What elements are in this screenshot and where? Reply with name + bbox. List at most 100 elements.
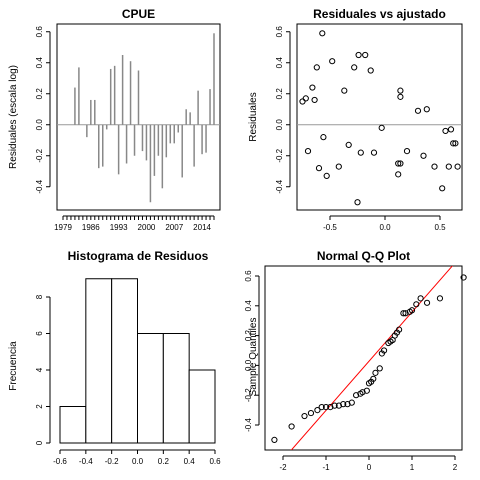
cpue-x-tick-label: 1993 xyxy=(110,223,128,232)
hist-y-tick-label: 0 xyxy=(35,440,44,445)
qq-plot-box xyxy=(264,265,463,451)
resid-point xyxy=(323,172,330,179)
resid-point xyxy=(335,163,342,170)
hist-bar xyxy=(137,333,164,444)
qq-point xyxy=(423,299,431,306)
resid-y-tick-label: -0.2 xyxy=(275,148,284,162)
resid-point xyxy=(450,140,457,147)
qq-y-tick-label: 0.0 xyxy=(244,359,253,371)
qq-point xyxy=(460,274,467,281)
qq-point xyxy=(307,409,315,417)
qq-x-tick-label: -2 xyxy=(279,463,287,472)
resid-point xyxy=(395,171,402,178)
panel-qq-plot: Normal Q-Q Plot Sample Quantiles -0.4 -0.2 0… xyxy=(244,249,467,472)
resid-point xyxy=(299,98,306,105)
resid-point xyxy=(302,95,309,102)
qq-x-tick-label: 0 xyxy=(367,463,372,472)
resid-point xyxy=(345,141,352,148)
hist-bar xyxy=(111,278,138,444)
hist-title: Histograma de Residuos xyxy=(68,249,209,263)
cpue-x-tick-label: 2007 xyxy=(165,223,183,232)
resid-x-tick-label: -0.5 xyxy=(323,223,337,232)
resid-x-tick-label: 0.0 xyxy=(379,223,391,232)
hist-x-tick-label: -0.4 xyxy=(79,457,93,466)
cpue-y-tick-label: 0.6 xyxy=(35,26,44,38)
qq-point xyxy=(408,307,416,314)
qq-title: Normal Q-Q Plot xyxy=(317,249,410,263)
resid-point xyxy=(311,96,318,104)
resid-plot-box xyxy=(296,23,463,211)
hist-y-tick-label: 2 xyxy=(35,404,44,409)
qq-point xyxy=(370,375,377,382)
resid-y-tick-label: 0.4 xyxy=(275,57,284,69)
resid-y-tick-label: 0.6 xyxy=(275,26,284,38)
qq-point xyxy=(400,310,407,317)
qq-y-tick-label: 0.2 xyxy=(244,329,253,341)
resid-point xyxy=(378,124,385,131)
resid-point xyxy=(367,67,374,74)
resid-point xyxy=(362,51,369,59)
cpue-y-tick-label: 0.0 xyxy=(35,119,44,131)
resid-y-tick-label: 0.2 xyxy=(275,88,284,100)
cpue-ylabel: Residuales (escala log) xyxy=(8,65,19,169)
hist-y-tick-label: 8 xyxy=(35,294,44,299)
qq-reference-line xyxy=(290,266,453,450)
qq-y-tick-label: -0.4 xyxy=(244,418,253,432)
resid-point xyxy=(397,160,404,167)
qq-point xyxy=(413,301,420,308)
hist-x-tick-label: 0.4 xyxy=(184,457,196,466)
cpue-plot-box xyxy=(56,23,221,211)
cpue-y-tick-label: 0.4 xyxy=(35,57,44,69)
resid-point xyxy=(403,148,411,155)
qq-point xyxy=(288,423,295,430)
resid-point xyxy=(351,64,358,71)
qq-x-tick-label: -1 xyxy=(322,463,330,472)
resid-point xyxy=(304,148,312,155)
hist-x-tick-label: -0.6 xyxy=(53,457,67,466)
qq-point xyxy=(376,365,383,372)
cpue-y-tick-label: 0.2 xyxy=(35,88,44,100)
qq-y-tick-label: -0.2 xyxy=(244,388,253,402)
qq-x-tick-label: 1 xyxy=(410,463,415,472)
hist-x-tick-label: 0.6 xyxy=(209,457,221,466)
hist-y-tick-label: 4 xyxy=(35,367,44,372)
resid-point xyxy=(447,126,455,133)
qq-point xyxy=(372,369,379,376)
qq-y-tick-label: 0.6 xyxy=(244,270,253,282)
hist-x-tick-label: 0.0 xyxy=(132,457,144,466)
qq-point xyxy=(301,412,308,420)
resid-y-tick-label: 0.0 xyxy=(275,119,284,131)
resid-point xyxy=(357,149,364,156)
resid-point xyxy=(397,93,404,100)
hist-x-tick-label: 0.2 xyxy=(158,457,170,466)
resid-point xyxy=(329,58,336,65)
cpue-y-tick-label: -0.2 xyxy=(35,148,44,162)
resid-ylabel: Residuales xyxy=(248,92,259,141)
cpue-x-tick-label: 1986 xyxy=(82,223,100,232)
hist-x-tick-label: -0.2 xyxy=(105,457,119,466)
qq-y-tick-label: 0.4 xyxy=(244,300,253,312)
resid-point xyxy=(439,185,446,192)
qq-point xyxy=(417,295,424,302)
hist-bar xyxy=(85,278,113,444)
resid-point xyxy=(315,165,323,172)
cpue-y-tick-label: -0.4 xyxy=(35,179,44,193)
qq-point xyxy=(380,347,388,354)
hist-y-tick-label: 6 xyxy=(35,331,44,336)
hist-bar xyxy=(188,369,216,444)
hist-bar xyxy=(59,406,87,444)
panel-histogram: Histograma de Residuos Frecuencia 0 2 4 6 8 -0.… xyxy=(8,249,221,466)
resid-point xyxy=(395,160,402,167)
resid-y-tick-label: -0.4 xyxy=(275,179,284,193)
resid-point xyxy=(423,106,430,113)
qq-point xyxy=(340,401,347,408)
hist-bar xyxy=(162,333,190,444)
qq-point xyxy=(314,407,321,414)
resid-point xyxy=(431,163,438,170)
resid-point xyxy=(309,84,316,91)
qq-point xyxy=(436,295,444,302)
resid-point xyxy=(354,199,361,206)
qq-point xyxy=(322,404,330,411)
resid-point xyxy=(313,64,320,71)
